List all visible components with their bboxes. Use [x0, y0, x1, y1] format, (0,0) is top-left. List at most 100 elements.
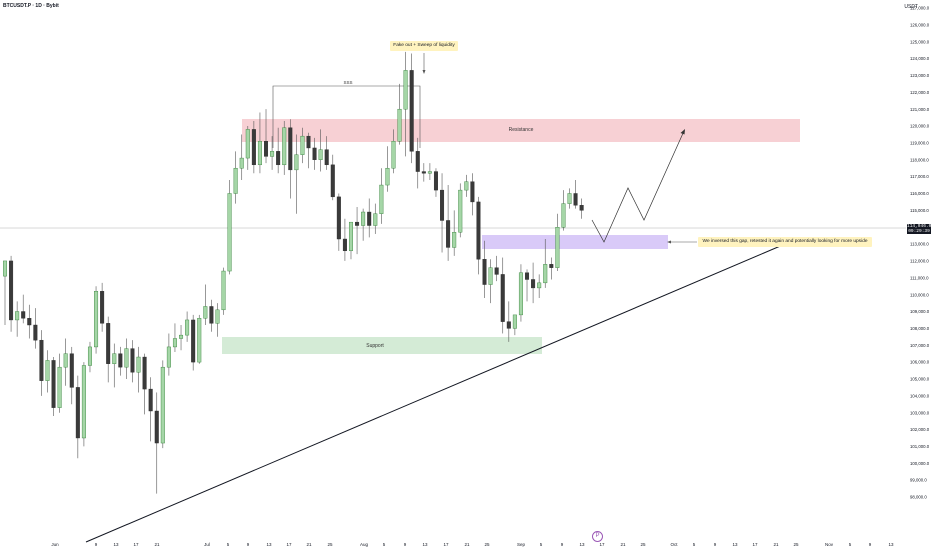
candle-down[interactable]: [118, 353, 123, 368]
candle-down[interactable]: [148, 388, 153, 412]
candle-down[interactable]: [415, 151, 420, 172]
candle-up[interactable]: [458, 189, 463, 233]
candle-down[interactable]: [573, 193, 578, 206]
candle-down[interactable]: [421, 171, 426, 174]
candle-down[interactable]: [579, 205, 584, 211]
candle-down[interactable]: [470, 181, 475, 203]
ascending-trendline[interactable]: [85, 243, 786, 543]
candle-down[interactable]: [27, 318, 32, 326]
candle-down[interactable]: [476, 201, 481, 260]
candle-up[interactable]: [81, 365, 86, 439]
candle-up[interactable]: [160, 366, 165, 444]
candle-up[interactable]: [257, 141, 262, 166]
candle-down[interactable]: [355, 221, 360, 226]
candle-down[interactable]: [409, 70, 414, 152]
candle-down[interactable]: [482, 259, 487, 285]
candle-down[interactable]: [142, 356, 147, 390]
candle-up[interactable]: [561, 203, 566, 228]
candle-up[interactable]: [318, 149, 323, 160]
candle-up[interactable]: [300, 135, 305, 155]
candle-down[interactable]: [324, 149, 329, 166]
candle-down[interactable]: [549, 264, 554, 268]
candle-down[interactable]: [264, 141, 269, 157]
candle-up[interactable]: [464, 181, 469, 191]
candle-up[interactable]: [124, 348, 129, 368]
candle-down[interactable]: [288, 127, 293, 171]
candle-down[interactable]: [276, 151, 281, 166]
candle-down[interactable]: [51, 360, 56, 408]
candle-down[interactable]: [440, 189, 445, 221]
candle-up[interactable]: [197, 318, 202, 363]
candle-up[interactable]: [215, 309, 220, 324]
candle-up[interactable]: [112, 353, 117, 364]
candle-down[interactable]: [130, 348, 135, 373]
candle-up[interactable]: [567, 193, 572, 204]
gap-note[interactable]: We inversed this gap, retested it again …: [698, 237, 872, 247]
candle-down[interactable]: [446, 220, 451, 248]
candle-down[interactable]: [154, 410, 159, 444]
candle-up[interactable]: [373, 213, 378, 226]
candle-up[interactable]: [555, 227, 560, 268]
candle-down[interactable]: [525, 272, 530, 280]
gap-zone[interactable]: [482, 235, 668, 249]
candle-up[interactable]: [452, 232, 457, 248]
candle-up[interactable]: [233, 167, 238, 194]
candle-up[interactable]: [245, 129, 250, 159]
projected-path[interactable]: [591, 130, 685, 243]
candle-down[interactable]: [9, 260, 14, 321]
candle-up[interactable]: [63, 353, 68, 368]
candle-up[interactable]: [227, 193, 232, 272]
candle-down[interactable]: [500, 274, 505, 322]
candle-down[interactable]: [69, 353, 74, 388]
candle-up[interactable]: [361, 211, 366, 226]
support-zone[interactable]: [222, 337, 542, 354]
candle-up[interactable]: [15, 311, 20, 321]
candle-down[interactable]: [106, 323, 111, 364]
candle-down[interactable]: [342, 238, 347, 252]
candle-up[interactable]: [185, 319, 190, 336]
candle-down[interactable]: [494, 267, 499, 275]
candle-down[interactable]: [75, 387, 80, 439]
candle-down[interactable]: [531, 279, 536, 289]
candle-up[interactable]: [172, 338, 177, 348]
candle-up[interactable]: [543, 264, 548, 284]
candle-up[interactable]: [391, 141, 396, 169]
candle-up[interactable]: [87, 346, 92, 366]
candle-down[interactable]: [100, 291, 105, 324]
candle-up[interactable]: [166, 346, 171, 368]
candle-up[interactable]: [45, 360, 50, 381]
candle-down[interactable]: [21, 311, 26, 319]
candle-down[interactable]: [251, 129, 256, 166]
candle-up[interactable]: [203, 306, 208, 319]
candle-up[interactable]: [221, 270, 226, 311]
candle-down[interactable]: [312, 147, 317, 160]
candle-up[interactable]: [537, 282, 542, 289]
fakeout-note[interactable]: Fake out + Sweep of liquidity: [390, 41, 458, 51]
candle-up[interactable]: [282, 127, 287, 166]
candle-up[interactable]: [379, 184, 384, 214]
candle-down[interactable]: [191, 319, 196, 363]
candle-down[interactable]: [306, 135, 311, 149]
price-axis[interactable]: 127,000.0 126,000.0 125,000.0 124,000.0 123,…: [910, 6, 930, 500]
candle-up[interactable]: [512, 314, 517, 329]
candle-up[interactable]: [488, 267, 493, 285]
candle-up[interactable]: [57, 366, 62, 408]
candle-up[interactable]: [239, 157, 244, 169]
candle-down[interactable]: [209, 306, 214, 324]
time-axis[interactable]: Jun 9 13 17 21 Jul 5 9 13 17 21 25 Aug 5 9 13 17 21 25 Sep 5…: [51, 542, 894, 547]
resistance-zone[interactable]: [242, 119, 800, 142]
candle-up[interactable]: [348, 221, 353, 252]
candle-down[interactable]: [33, 324, 38, 341]
currency-label[interactable]: USDT: [904, 4, 918, 10]
candle-up[interactable]: [427, 171, 432, 174]
tv-logo-icon[interactable]: P: [592, 531, 603, 542]
candle-down[interactable]: [39, 339, 44, 381]
candle-down[interactable]: [433, 171, 438, 191]
sss-bracket[interactable]: [272, 85, 421, 148]
candle-down[interactable]: [506, 321, 511, 329]
candle-up[interactable]: [403, 70, 408, 110]
candle-up[interactable]: [397, 108, 402, 142]
candle-up[interactable]: [3, 260, 7, 277]
